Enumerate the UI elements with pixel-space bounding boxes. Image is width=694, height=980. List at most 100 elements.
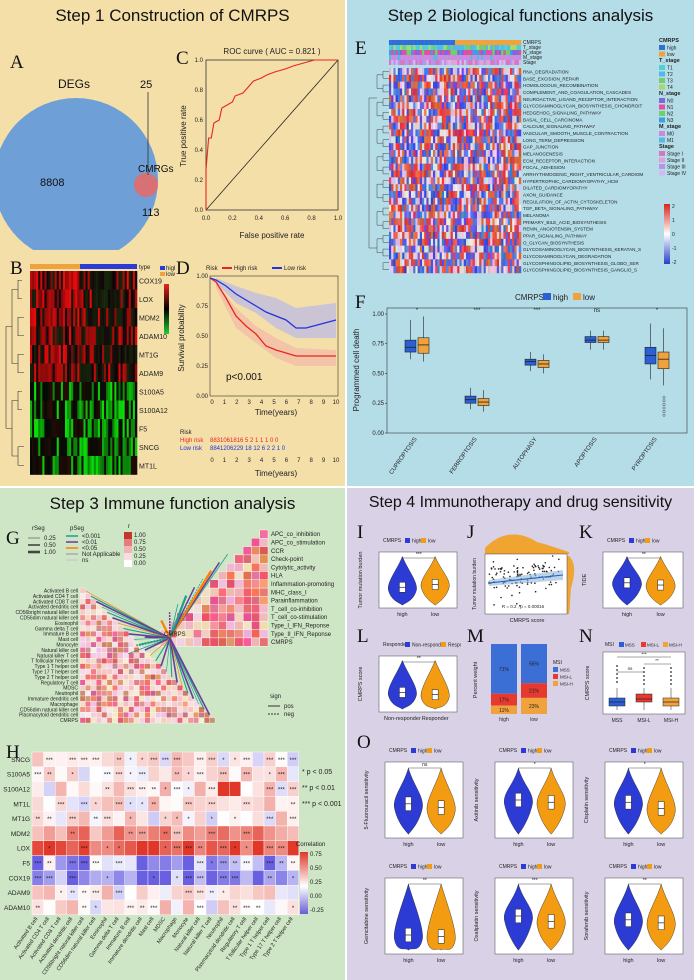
- g-triangle-cell: [234, 637, 244, 647]
- heatmap-b-cell: [32, 382, 35, 401]
- heatmap-e-cell: [470, 218, 473, 226]
- heatmap-e-cell: [426, 95, 429, 103]
- heatmap-e-cell: [474, 197, 478, 205]
- heatmap-e-track-cell: [389, 45, 392, 50]
- heatmap-b-cell: [77, 400, 80, 420]
- heatmap-e-cell: [450, 150, 453, 158]
- heatmap-b-cell: [120, 382, 123, 401]
- heatmap-e-cell: [430, 81, 434, 89]
- heatmap-b-cell: [91, 382, 95, 401]
- heatmap-e-cell: [466, 109, 469, 117]
- heatmap-e-cell: [393, 204, 396, 212]
- heatmap-e-track-cell: [448, 50, 451, 55]
- heatmap-b-cell: [116, 289, 119, 309]
- heatmap-e-cell: [459, 95, 462, 103]
- heatmap-e-track-cell: [422, 50, 425, 55]
- g-left-cell: [112, 701, 118, 707]
- heatmap-e-cell: [505, 115, 508, 123]
- heatmap-e-track-cell: [441, 60, 445, 65]
- heatmap-b-cell: [124, 326, 128, 346]
- heatmap-e-track-cell: [503, 60, 506, 65]
- heatmap-b-cell: [54, 345, 58, 364]
- g-left-cell: [144, 706, 151, 713]
- violin-legend-label: high: [528, 749, 538, 755]
- heatmap-e-cell: [415, 115, 418, 123]
- heatmap-h-row-label: LOX: [17, 846, 31, 853]
- heatmap-h-row-label: ADAM10: [4, 905, 30, 912]
- heatmap-e-cell: [494, 143, 497, 151]
- heatmap-e-cell: [457, 232, 460, 240]
- heatmap-e-cell: [450, 136, 453, 144]
- heatmap-e-legend-label: M1: [667, 138, 674, 144]
- heatmap-h-cell: [275, 796, 288, 812]
- heatmap-e-cell: [408, 197, 412, 205]
- heatmap-e-cell: [406, 252, 409, 260]
- g-triangle-cell: [234, 604, 244, 614]
- heatmap-e-cell: [393, 238, 396, 246]
- heatmap-e-cell: [417, 143, 420, 151]
- violin-legend-title: CMRPS: [609, 864, 628, 870]
- heatmap-e-cell: [419, 102, 423, 110]
- heatmap-e-cell: [393, 163, 396, 171]
- heatmap-b-legend-title: type: [139, 265, 151, 271]
- violin-legend-swatch: [537, 748, 542, 753]
- g-left-cell: [133, 690, 140, 697]
- heatmap-e-cell: [419, 211, 423, 219]
- heatmap-e-cell: [419, 218, 423, 226]
- g-left-cell: [182, 717, 189, 724]
- heatmap-e-cell: [452, 218, 456, 226]
- heatmap-e-cell: [411, 150, 414, 158]
- heatmap-b-cell: [122, 456, 125, 475]
- heatmap-b-cell: [38, 326, 41, 346]
- heatmap-e-cell: [510, 184, 513, 192]
- heatmap-e-cell: [466, 150, 469, 158]
- heatmap-b-cell: [71, 456, 74, 475]
- heatmap-b-cell: [46, 382, 49, 401]
- heatmap-e-cell: [446, 232, 449, 240]
- heatmap-b-cell: [32, 289, 35, 309]
- heatmap-e-track-cell: [397, 50, 401, 55]
- heatmap-e-cell: [463, 109, 467, 117]
- heatmap-b-cell: [110, 363, 113, 383]
- heatmap-h-cell: [240, 884, 253, 901]
- heatmap-b-cell: [124, 289, 128, 309]
- heatmap-e-track-cell: [494, 45, 497, 50]
- heatmap-e-cell: [490, 191, 493, 199]
- immune-function-triangle: [151, 529, 269, 647]
- heatmap-e-track-cell: [516, 55, 519, 60]
- heatmap-e-cell: [518, 252, 522, 260]
- heatmap-e-cell: [472, 184, 475, 192]
- heatmap-e-cell: [448, 225, 451, 233]
- heatmap-e-cell: [444, 150, 447, 158]
- heatmap-e-cell: [441, 259, 445, 267]
- g-right-label: Type_II_IFN_Reponse: [271, 632, 332, 638]
- heatmap-b-cell: [81, 326, 84, 346]
- heatmap-e-cell: [518, 136, 522, 144]
- heatmap-e-cell: [516, 211, 519, 219]
- g-left-cell: [96, 701, 102, 707]
- scatter-point: [558, 558, 560, 561]
- heatmap-e-track-cell: [419, 40, 423, 45]
- heatmap-e-cell: [415, 122, 418, 130]
- heatmap-b-cell: [71, 308, 74, 327]
- g-left-cell: [96, 717, 102, 724]
- heatmap-e-cell: [413, 68, 416, 76]
- scatter-point: [516, 558, 519, 561]
- heatmap-e-cell: [499, 163, 502, 171]
- roc-y-tick: 0.8: [195, 88, 204, 94]
- heatmap-b-cell: [54, 437, 58, 457]
- heatmap-h-star: ***: [197, 906, 205, 912]
- heatmap-b-cell: [110, 345, 113, 364]
- heatmap-b-cell: [132, 308, 136, 327]
- heatmap-e-cell: [507, 238, 511, 246]
- heatmap-b-cell: [89, 345, 93, 364]
- heatmap-e-cell: [488, 129, 491, 137]
- heatmap-e-cell: [424, 170, 427, 178]
- heatmap-b-cell: [122, 382, 125, 401]
- heatmap-e-cell: [492, 232, 495, 240]
- heatmap-e-cell: [461, 266, 464, 274]
- heatmap-b-cell: [126, 363, 130, 383]
- heatmap-e-track-cell: [501, 60, 504, 65]
- heatmap-e-cell: [492, 129, 495, 137]
- heatmap-e-cell: [488, 102, 491, 110]
